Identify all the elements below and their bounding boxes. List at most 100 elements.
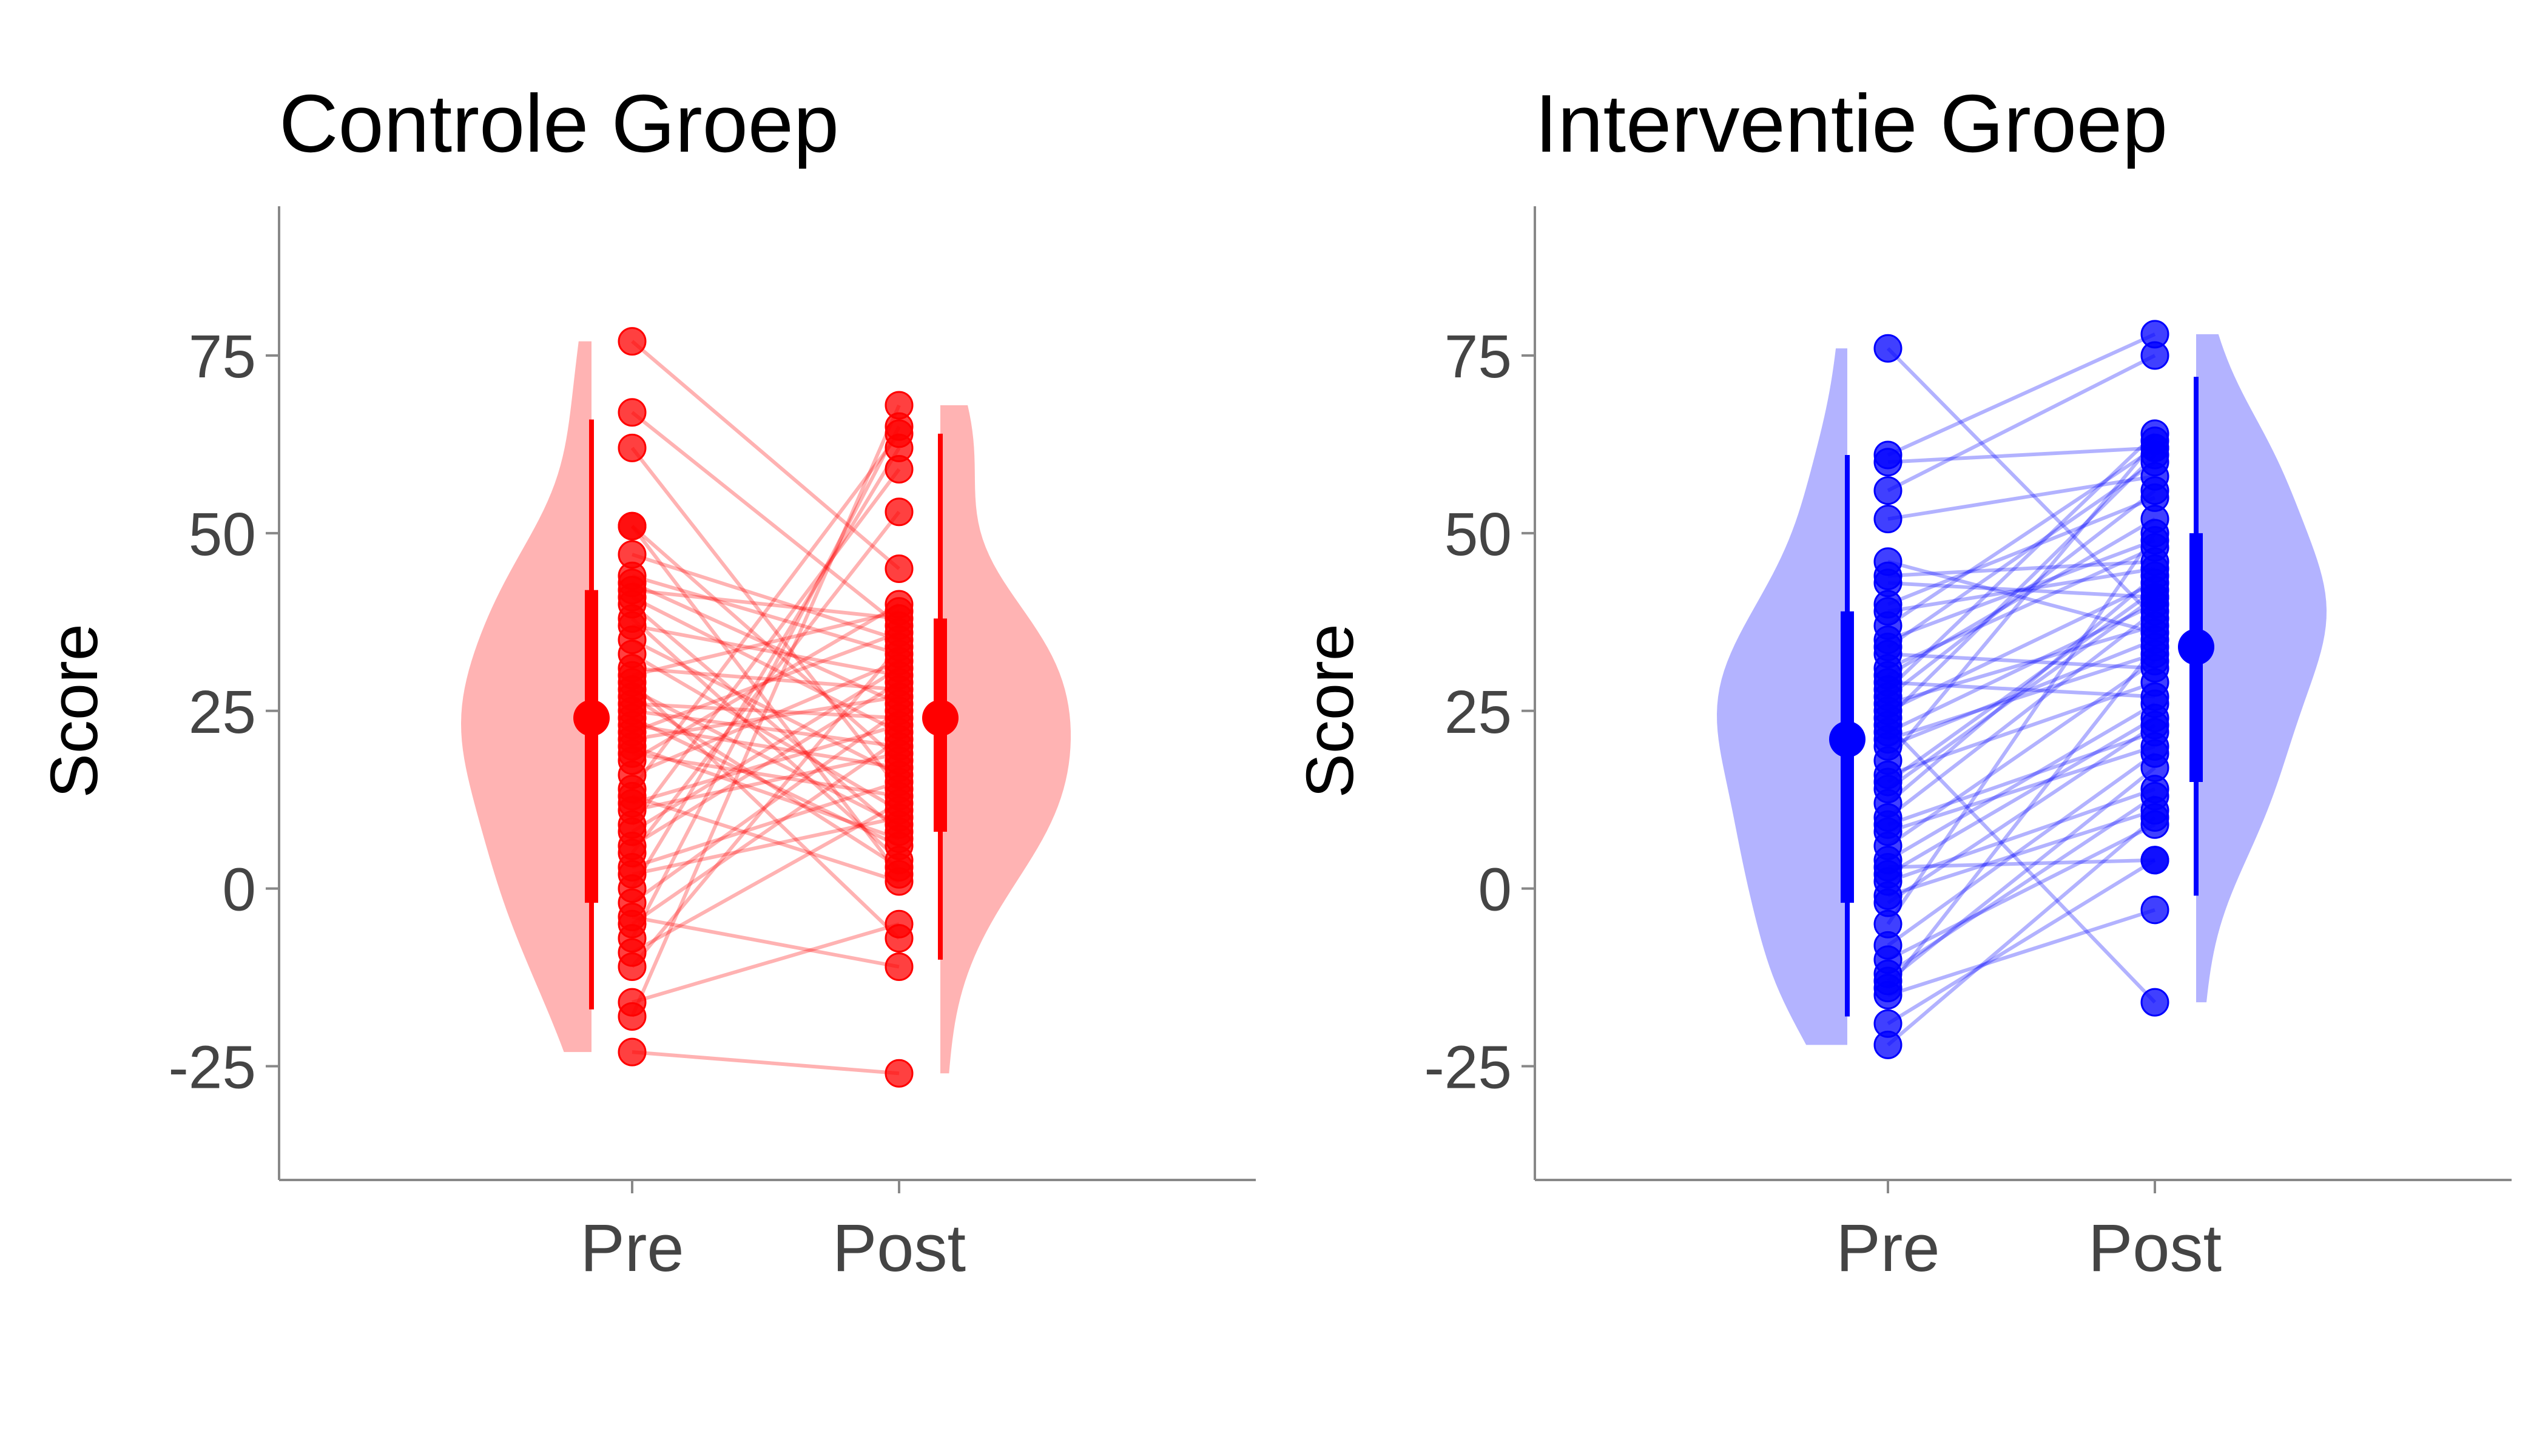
violin-pre bbox=[461, 341, 592, 1053]
pair-line bbox=[1887, 581, 2156, 713]
y-tick-label: -25 bbox=[168, 1034, 256, 1102]
point-pre bbox=[1873, 1030, 1903, 1059]
y-axis-label: Score bbox=[37, 624, 112, 798]
y-tick-label: -25 bbox=[1424, 1034, 1512, 1102]
pair-line bbox=[632, 915, 900, 969]
pair-line bbox=[1887, 744, 2155, 834]
pair-line bbox=[631, 681, 900, 848]
pair-line bbox=[1887, 567, 2155, 613]
point-pre bbox=[1873, 909, 1903, 939]
pair-line bbox=[1887, 787, 2155, 883]
pair-line bbox=[1887, 538, 2156, 642]
panel-controle: Controle Groep Score -25 0 25 50 75 Pre Post bbox=[37, 78, 1256, 1286]
pair-line bbox=[632, 723, 900, 770]
pair-line bbox=[1887, 559, 2155, 578]
point-pre bbox=[618, 1002, 647, 1031]
point-post bbox=[885, 433, 914, 462]
pair-line bbox=[1887, 858, 2156, 1025]
point-pre bbox=[1873, 639, 1903, 669]
point-post bbox=[885, 924, 914, 953]
point-pre bbox=[618, 874, 647, 903]
pair-line bbox=[631, 411, 900, 627]
pair-line bbox=[631, 716, 900, 848]
violin-pre bbox=[1717, 348, 1847, 1045]
pair-line bbox=[630, 447, 901, 890]
y-tick-label: 50 bbox=[189, 500, 256, 568]
pair-line bbox=[1887, 908, 2155, 997]
pair-line bbox=[1887, 602, 2156, 734]
pair-line bbox=[1887, 716, 2156, 876]
pair-line bbox=[1887, 517, 2156, 677]
pair-line bbox=[1887, 624, 2155, 706]
pair-line bbox=[1887, 638, 2156, 749]
pair-line bbox=[631, 695, 900, 869]
pair-line bbox=[630, 645, 901, 968]
point-post bbox=[2140, 718, 2169, 747]
pair-line bbox=[630, 447, 901, 790]
point-post bbox=[885, 391, 914, 420]
pair-line bbox=[1887, 474, 2155, 521]
pair-line bbox=[632, 780, 900, 869]
y-tick-label: 75 bbox=[1444, 323, 1512, 391]
pair-line bbox=[632, 588, 900, 621]
pair-line bbox=[1886, 347, 2157, 620]
pair-line bbox=[631, 340, 900, 570]
pair-line bbox=[1887, 816, 2156, 1046]
point-pre bbox=[1873, 448, 1903, 477]
point-pre bbox=[618, 398, 647, 427]
pair-line bbox=[632, 752, 900, 798]
pair-line bbox=[1886, 439, 2157, 762]
pair-line bbox=[1887, 559, 2155, 635]
pair-line bbox=[631, 631, 900, 734]
pair-line bbox=[632, 744, 900, 841]
point-pre bbox=[618, 327, 647, 356]
pair-line bbox=[632, 553, 900, 642]
pair-line bbox=[1887, 574, 2156, 805]
pair-line bbox=[632, 702, 900, 720]
pair-line bbox=[1887, 446, 2155, 464]
pair-line bbox=[1887, 652, 2155, 670]
point-pre bbox=[618, 903, 647, 932]
y-axis-label: Score bbox=[1293, 624, 1367, 798]
point-post bbox=[2140, 803, 2169, 832]
point-post bbox=[885, 668, 914, 697]
pair-line bbox=[630, 433, 901, 790]
pair-line bbox=[631, 581, 900, 706]
y-tick-label: 0 bbox=[222, 856, 256, 924]
pair-line bbox=[1887, 489, 2156, 698]
pair-line bbox=[632, 815, 900, 877]
y-tick-label: 25 bbox=[1444, 678, 1512, 746]
pair-line bbox=[631, 659, 900, 777]
chart-title: Interventie Groep bbox=[1535, 78, 2168, 169]
point-post bbox=[885, 952, 914, 982]
pair-line bbox=[632, 1050, 900, 1076]
point-post bbox=[885, 867, 914, 896]
point-post bbox=[885, 554, 914, 583]
pair-line bbox=[632, 624, 900, 678]
pair-line bbox=[1887, 823, 2156, 962]
point-pre bbox=[618, 831, 647, 860]
pair-line bbox=[1887, 460, 2156, 649]
pair-line bbox=[1887, 545, 2156, 670]
pair-line bbox=[1887, 766, 2156, 983]
x-tick-label: Post bbox=[832, 1211, 966, 1286]
pair-line bbox=[1887, 332, 2156, 457]
pair-line bbox=[630, 425, 901, 940]
point-pre bbox=[618, 781, 647, 811]
pair-line bbox=[630, 468, 901, 826]
pair-line bbox=[1887, 595, 2156, 791]
pair-line bbox=[632, 709, 900, 749]
point-post bbox=[2140, 682, 2169, 711]
summary-post-mean bbox=[2178, 629, 2214, 666]
y-tick-label: 50 bbox=[1444, 500, 1512, 568]
point-post bbox=[2140, 519, 2169, 548]
pair-line bbox=[631, 666, 900, 834]
pair-line bbox=[632, 609, 900, 678]
pair-line bbox=[631, 638, 900, 777]
point-post bbox=[885, 632, 914, 661]
point-post bbox=[885, 725, 914, 754]
y-tick-label: 25 bbox=[189, 678, 256, 746]
pair-line bbox=[631, 801, 900, 954]
point-post bbox=[885, 696, 914, 726]
